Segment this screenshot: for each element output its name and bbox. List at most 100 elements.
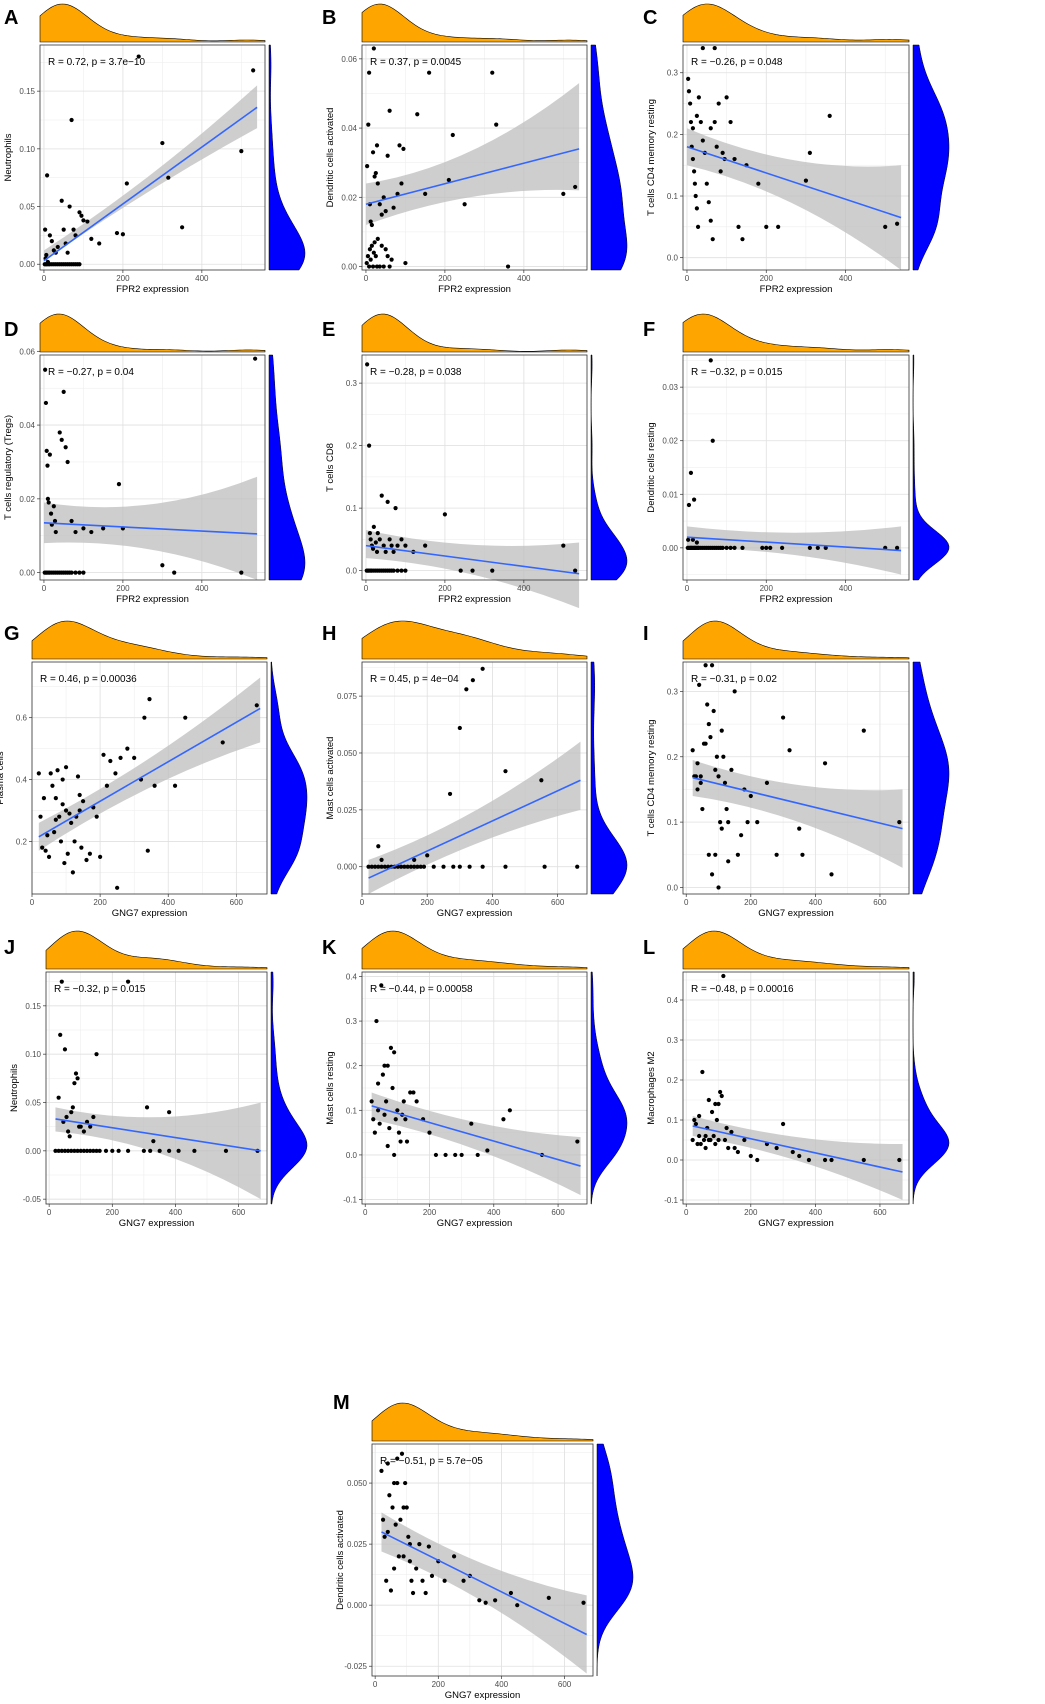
- regression-line: [381, 1531, 588, 1636]
- data-point: [365, 254, 371, 259]
- data-point: [447, 791, 453, 797]
- data-point: [385, 1529, 390, 1535]
- data-point: [366, 122, 371, 127]
- data-point: [385, 153, 390, 158]
- data-point: [384, 1099, 389, 1104]
- y-tick-label: 0.00: [662, 544, 678, 553]
- data-point: [708, 218, 713, 223]
- y-tick-label: -0.025: [344, 1662, 367, 1671]
- data-point: [427, 1130, 432, 1135]
- data-point: [49, 239, 54, 244]
- data-point: [55, 768, 60, 773]
- data-point: [861, 1157, 866, 1163]
- data-point: [443, 1152, 448, 1158]
- data-point: [101, 526, 106, 531]
- x-tick-label: 400: [486, 898, 500, 907]
- data-point: [415, 864, 420, 869]
- data-point: [124, 181, 129, 186]
- data-point: [797, 1153, 802, 1159]
- data-point: [392, 1152, 397, 1158]
- data-point: [253, 356, 258, 361]
- regression-line: [692, 1125, 903, 1173]
- data-point: [895, 545, 900, 550]
- data-point: [56, 1095, 61, 1100]
- correlation-annotation: R = −0.51, p = 5.7e−05: [380, 1456, 483, 1467]
- panel-c: C 0 200 400 0.0 0.1 0.2 0.3 FPR2 expression T cel…: [643, 3, 950, 295]
- data-point: [861, 728, 866, 733]
- data-point: [764, 780, 770, 786]
- x-tick-label: 400: [487, 1208, 501, 1217]
- y-tick-label: 0.000: [337, 863, 358, 872]
- data-point: [47, 233, 52, 238]
- y-axis-title: Plasma cells: [0, 751, 6, 805]
- y-tick-label: 0.0: [667, 883, 679, 892]
- y-tick-label: 0.3: [346, 379, 358, 388]
- y-tick-label: 0.06: [19, 347, 35, 356]
- confidence-band: [381, 1512, 587, 1674]
- data-point: [494, 122, 499, 127]
- data-point: [690, 1137, 695, 1143]
- x-tick-label: 0: [42, 274, 47, 283]
- data-point: [692, 497, 697, 502]
- correlation-annotation: R = −0.48, p = 0.00016: [691, 984, 794, 995]
- data-point: [692, 181, 697, 186]
- data-point: [716, 1137, 721, 1143]
- data-point: [70, 870, 75, 875]
- data-point: [118, 755, 123, 760]
- data-points: [690, 973, 902, 1163]
- data-point: [493, 1598, 498, 1603]
- data-point: [63, 445, 68, 450]
- x-tick-label: 400: [517, 584, 531, 593]
- data-point: [457, 864, 462, 869]
- data-point: [790, 1149, 795, 1155]
- data-point: [392, 1480, 397, 1486]
- x-axis-title: GNG7 expression: [119, 1218, 195, 1229]
- data-point: [176, 1148, 181, 1153]
- x-tick-label: 600: [551, 898, 565, 907]
- panel-h: H 0 200 400 600 0.000 0.025 0.050 0.075 GNG7 expr…: [322, 620, 628, 919]
- y-tick-label: 0.02: [662, 437, 678, 446]
- x-tick-label: 400: [809, 898, 823, 907]
- data-point: [807, 545, 812, 550]
- panel-m: M 0 200 400 600 -0.025 0.000 0.025 0.050 GNG7 exp…: [333, 1392, 634, 1701]
- data-point: [45, 463, 50, 468]
- data-point: [368, 537, 373, 542]
- data-point: [91, 1114, 96, 1120]
- x-tick-label: 200: [106, 1208, 120, 1217]
- y-tick-label: 0.00: [19, 260, 35, 269]
- correlation-annotation: R = −0.27, p = 0.04: [48, 367, 134, 378]
- data-point: [377, 537, 382, 542]
- data-point: [389, 543, 394, 548]
- data-point: [807, 150, 812, 155]
- data-point: [369, 222, 374, 228]
- data-point: [239, 149, 244, 154]
- data-point: [475, 1152, 480, 1158]
- data-point: [709, 872, 715, 877]
- panel-b: B 0 200 400 0.00 0.02 0.04 0.06 FPR2 expression D…: [322, 3, 628, 295]
- data-point: [382, 1112, 387, 1117]
- x-axis-title: FPR2 expression: [438, 594, 511, 605]
- data-point: [38, 814, 43, 819]
- data-point: [87, 851, 92, 856]
- data-point: [483, 1600, 488, 1605]
- x-tick-label: 0: [363, 1208, 368, 1217]
- data-point: [412, 864, 417, 869]
- data-point: [732, 1145, 737, 1151]
- data-point: [425, 853, 430, 858]
- data-point: [698, 774, 703, 779]
- data-point: [85, 219, 90, 224]
- x-marginal-density: [361, 620, 588, 660]
- data-point: [423, 191, 428, 196]
- x-marginal-density: [371, 1402, 594, 1442]
- data-points: [42, 356, 258, 575]
- correlation-annotation: R = −0.44, p = 0.00058: [370, 984, 473, 995]
- y-tick-label: 0.3: [667, 69, 679, 78]
- data-point: [167, 1110, 172, 1115]
- data-point: [719, 826, 724, 831]
- data-point: [180, 225, 185, 230]
- data-point: [539, 778, 544, 783]
- data-point: [688, 101, 693, 106]
- data-point: [88, 1148, 93, 1153]
- data-point: [379, 243, 384, 248]
- correlation-annotation: R = −0.28, p = 0.038: [370, 367, 462, 378]
